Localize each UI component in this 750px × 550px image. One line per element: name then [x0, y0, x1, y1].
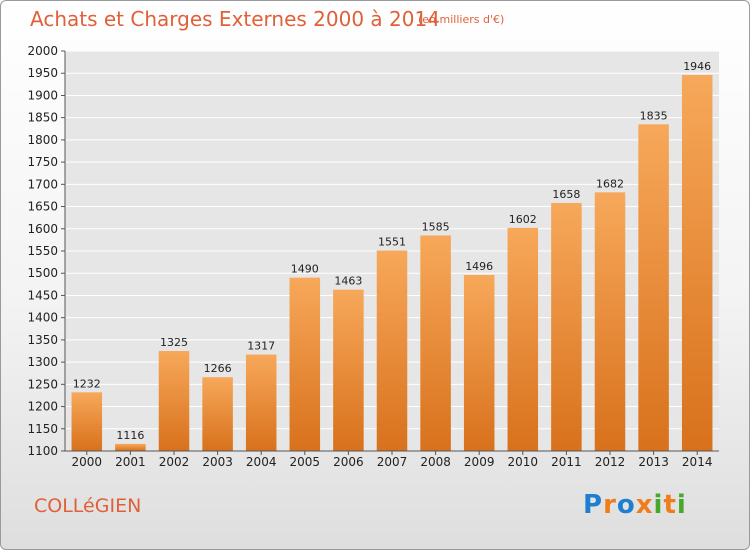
y-tick-label: 1200 [27, 400, 58, 414]
value-label-2011: 1658 [552, 188, 580, 201]
value-label-2000: 1232 [73, 377, 101, 390]
bar-2008 [420, 235, 451, 451]
value-label-2013: 1835 [640, 109, 668, 122]
value-label-2003: 1266 [204, 362, 232, 375]
x-tick-label-2009: 2009 [464, 455, 495, 469]
value-label-2012: 1682 [596, 177, 624, 190]
y-tick-label: 1700 [27, 177, 58, 191]
x-tick-label-2012: 2012 [595, 455, 626, 469]
value-label-2008: 1585 [422, 220, 450, 233]
x-tick-label-2011: 2011 [551, 455, 582, 469]
bar-2006 [333, 289, 364, 451]
place-name: COLLéGIEN [34, 495, 142, 517]
y-axis: 1100 1150 1200 1250 1300 1350 1400 1450 1500 1550… [27, 44, 66, 458]
value-label-2006: 1463 [334, 275, 362, 288]
value-label-2004: 1317 [247, 340, 275, 353]
x-tick-label-2005: 2005 [290, 455, 321, 469]
y-tick-label: 2000 [27, 44, 58, 58]
value-label-2009: 1496 [465, 260, 493, 273]
bar-2002 [158, 351, 190, 451]
value-label-2014: 1946 [683, 60, 711, 73]
y-tick-label: 1900 [27, 88, 58, 102]
bar-2011 [551, 203, 582, 451]
chart-unit: (en milliers d'€) [418, 13, 505, 26]
x-tick-label-2013: 2013 [638, 455, 669, 469]
logo-letter: x [635, 490, 654, 520]
bar-2013 [638, 124, 669, 451]
x-tick-label-2001: 2001 [115, 455, 146, 469]
value-label-2005: 1490 [291, 263, 319, 276]
chart-title: Achats et Charges Externes 2000 à 2014 [30, 7, 440, 31]
logo-letter: r [603, 490, 617, 520]
bar-2014 [681, 75, 713, 451]
bar-2009 [463, 275, 495, 451]
x-tick-label-2007: 2007 [377, 455, 408, 469]
x-tick-label-2008: 2008 [420, 455, 451, 469]
logo-letter: t [663, 490, 677, 520]
bar-2001 [115, 443, 146, 451]
y-tick-label: 1400 [27, 311, 58, 325]
bar-2005 [289, 277, 321, 451]
logo-letter: o [616, 490, 636, 520]
logo-letter: P [583, 490, 604, 520]
logo-letter: i [653, 490, 664, 520]
y-tick-label: 1300 [27, 355, 58, 369]
bar-2007 [376, 250, 408, 451]
bar-2004 [245, 354, 277, 451]
bar-2010 [507, 227, 539, 451]
logo-letter: i [676, 490, 687, 520]
bar-2012 [594, 192, 626, 452]
y-tick-label: 1500 [27, 266, 58, 280]
x-axis: 2000 2001 2002 2003 2004 2005 2006 2007 2008 2009… [65, 450, 719, 469]
y-tick-label: 1350 [27, 333, 58, 347]
value-labels: 1232 1116 1325 1266 1317 1490 1463 1551 1585 1496… [73, 60, 711, 442]
y-tick-label: 1450 [27, 288, 58, 302]
x-tick-label-2002: 2002 [159, 455, 190, 469]
y-tick-label: 1850 [27, 111, 58, 125]
x-tick-label-2010: 2010 [508, 455, 539, 469]
bars [71, 75, 713, 452]
y-tick-label: 1550 [27, 244, 58, 258]
bar-2003 [202, 377, 233, 451]
y-tick-label: 1750 [27, 155, 58, 169]
x-tick-label-2000: 2000 [72, 455, 103, 469]
y-tick-label: 1150 [27, 422, 58, 436]
y-tick-label: 1800 [27, 133, 58, 147]
bar-2000 [71, 392, 103, 451]
y-tick-label: 1600 [27, 222, 58, 236]
y-tick-label: 1950 [27, 66, 58, 80]
x-tick-label-2014: 2014 [682, 455, 713, 469]
x-tick-label-2006: 2006 [333, 455, 364, 469]
y-tick-label: 1650 [27, 200, 58, 214]
value-label-2010: 1602 [509, 213, 537, 226]
value-label-2007: 1551 [378, 236, 406, 249]
value-label-2002: 1325 [160, 336, 188, 349]
y-tick-label: 1250 [27, 377, 58, 391]
x-tick-label-2004: 2004 [246, 455, 277, 469]
x-tick-label-2003: 2003 [202, 455, 233, 469]
y-tick-label: 1100 [27, 444, 58, 458]
proxiti-logo: Proxiti [583, 490, 687, 520]
value-label-2001: 1116 [116, 429, 144, 442]
